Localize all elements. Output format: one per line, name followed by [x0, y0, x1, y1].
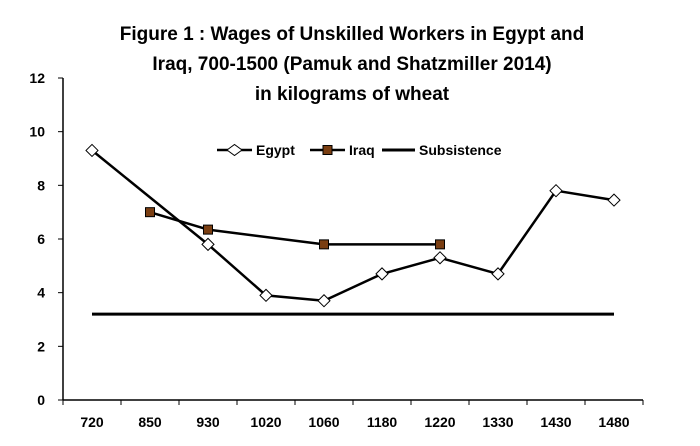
series-egypt [85, 143, 621, 308]
y-tick-label: 10 [29, 124, 45, 140]
data-point-egypt [259, 288, 273, 303]
data-point-egypt [375, 267, 389, 281]
data-point-egypt [317, 294, 331, 308]
x-tick-label: 720 [80, 414, 104, 430]
x-axis-ticks: 720 850 930 1020 1060 1180 1220 1330 1430 1480 [62, 400, 644, 430]
legend-egypt-marker [226, 143, 243, 157]
chart-title-line-2: Iraq, 700-1500 (Pamuk and Shatzmiller 20… [152, 54, 551, 75]
y-tick-label: 0 [37, 392, 45, 408]
data-point-iraq [319, 239, 329, 250]
data-point-egypt [85, 143, 99, 158]
x-tick-label: 930 [196, 414, 220, 430]
data-point-egypt [433, 251, 447, 265]
x-tick-label: 1020 [250, 414, 281, 430]
data-point-egypt [549, 183, 563, 198]
data-point-egypt [491, 267, 505, 281]
series-iraq [145, 207, 445, 250]
chart-title-line-3: in kilograms of wheat [255, 84, 450, 105]
x-tick-label: 1330 [482, 414, 513, 430]
y-tick-label: 2 [37, 338, 45, 354]
data-point-egypt [201, 237, 215, 252]
data-point-iraq [435, 239, 445, 250]
legend-iraq-marker [322, 145, 333, 155]
x-tick-label: 1060 [308, 414, 339, 430]
y-tick-label: 8 [37, 177, 45, 193]
legend-egypt-label: Egypt [256, 142, 295, 158]
series-layer [85, 143, 621, 316]
data-point-iraq [145, 207, 155, 218]
y-tick-label: 6 [37, 231, 45, 247]
chart-title-line-1: Figure 1 : Wages of Unskilled Workers in… [120, 24, 585, 45]
x-tick-label: 1220 [424, 414, 455, 430]
legend-iraq-label: Iraq [349, 142, 375, 158]
legend: Egypt Iraq Subsistence [217, 142, 502, 158]
x-tick-label: 1430 [540, 414, 571, 430]
y-axis-ticks: 0 2 4 6 8 10 12 [29, 70, 63, 408]
x-tick-label: 850 [138, 414, 162, 430]
y-tick-label: 12 [29, 70, 45, 86]
data-point-iraq [203, 224, 213, 235]
y-tick-label: 4 [37, 285, 45, 301]
x-tick-label: 1180 [367, 414, 398, 430]
x-tick-label: 1480 [598, 414, 629, 430]
legend-subsistence-label: Subsistence [419, 142, 502, 158]
data-point-egypt [607, 193, 621, 207]
series-line-iraq [149, 211, 440, 246]
